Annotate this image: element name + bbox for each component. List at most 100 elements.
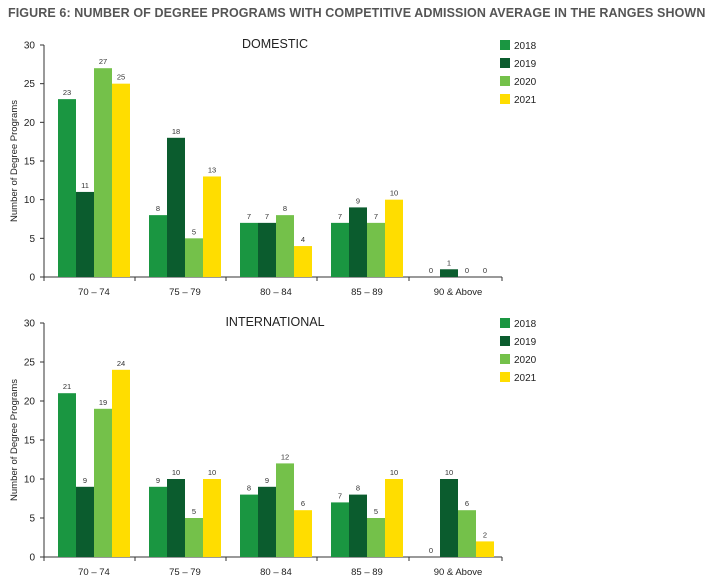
domestic-value-label: 9	[356, 196, 360, 205]
domestic-category-label: 80 – 84	[260, 287, 292, 298]
domestic-value-label: 0	[429, 266, 433, 275]
international-y-tick-label: 0	[29, 553, 35, 564]
international-y-tick-label: 25	[24, 358, 36, 369]
international-bar-2019	[258, 486, 276, 557]
domestic-value-label: 7	[265, 212, 269, 221]
international-value-label: 10	[172, 468, 180, 477]
domestic-bar-2021	[385, 199, 403, 277]
domestic-category-label: 85 – 89	[351, 287, 383, 298]
international-bar-2021	[112, 369, 130, 557]
international-value-label: 9	[83, 476, 87, 485]
domestic-bar-2018	[149, 215, 167, 277]
international-bar-2020	[458, 510, 476, 557]
international-value-label: 6	[465, 499, 469, 508]
domestic-legend-swatch-2020	[500, 76, 510, 86]
domestic-category-label: 90 & Above	[434, 287, 483, 298]
domestic-bar-2021	[294, 246, 312, 277]
domestic-value-label: 8	[283, 204, 287, 213]
international-bar-2021	[294, 510, 312, 557]
domestic-value-label: 4	[301, 235, 305, 244]
domestic-y-tick-label: 30	[24, 41, 36, 52]
international-category-label: 70 – 74	[78, 567, 110, 575]
domestic-bar-2020	[94, 68, 112, 277]
international-category-label: 85 – 89	[351, 567, 383, 575]
domestic-value-label: 11	[81, 181, 89, 190]
domestic-y-tick-label: 10	[24, 195, 36, 206]
international-value-label: 6	[301, 499, 305, 508]
international-legend-swatch-2020	[500, 354, 510, 364]
international-y-tick-label: 20	[24, 397, 36, 408]
domestic-bar-2021	[203, 176, 221, 277]
international-bar-2021	[203, 479, 221, 557]
domestic-bar-2018	[58, 99, 76, 277]
domestic-bar-2020	[367, 222, 385, 277]
international-value-label: 10	[445, 468, 453, 477]
international-bar-2020	[276, 463, 294, 557]
domestic-legend-label: 2019	[514, 59, 537, 70]
international-value-label: 7	[338, 491, 342, 500]
international-bar-2021	[385, 479, 403, 557]
international-category-label: 90 & Above	[434, 567, 483, 575]
domestic-legend-label: 2018	[514, 41, 537, 52]
domestic-category-label: 70 – 74	[78, 287, 110, 298]
international-value-label: 8	[356, 484, 360, 493]
international-value-label: 24	[117, 359, 125, 368]
domestic-value-label: 1	[447, 258, 451, 267]
international-category-label: 75 – 79	[169, 567, 201, 575]
domestic-value-label: 18	[172, 127, 180, 136]
domestic-value-label: 7	[374, 212, 378, 221]
domestic-value-label: 5	[192, 227, 196, 236]
domestic-bar-2019	[440, 269, 458, 277]
international-bar-2018	[58, 393, 76, 557]
international-y-tick-label: 30	[24, 319, 36, 330]
domestic-bar-2020	[276, 215, 294, 277]
international-value-label: 12	[281, 452, 289, 461]
domestic-bar-2018	[240, 222, 258, 277]
domestic-value-label: 8	[156, 204, 160, 213]
international-legend-label: 2018	[514, 319, 537, 330]
international-bar-2021	[476, 541, 494, 557]
international-value-label: 10	[208, 468, 216, 477]
international-y-tick-label: 5	[29, 514, 35, 525]
international-value-label: 21	[63, 382, 71, 391]
domestic-value-label: 27	[99, 57, 107, 66]
international-value-label: 5	[374, 507, 378, 516]
domestic-bar-2019	[349, 207, 367, 277]
international-bar-2018	[331, 502, 349, 557]
domestic-bar-2021	[112, 83, 130, 278]
domestic-bar-2020	[185, 238, 203, 277]
domestic-value-label: 23	[63, 88, 71, 97]
domestic-y-tick-label: 20	[24, 118, 36, 129]
domestic-y-tick-label: 0	[29, 273, 35, 284]
international-y-tick-label: 10	[24, 475, 36, 486]
international-value-label: 9	[265, 476, 269, 485]
international-legend-label: 2019	[514, 337, 537, 348]
domestic-bar-2019	[258, 222, 276, 277]
domestic-y-tick-label: 5	[29, 234, 35, 245]
domestic-value-label: 25	[117, 73, 125, 82]
international-bar-2020	[94, 408, 112, 557]
domestic-value-label: 10	[390, 189, 398, 198]
international-legend-label: 2020	[514, 355, 537, 366]
domestic-value-label: 0	[483, 266, 487, 275]
international-bar-2020	[367, 518, 385, 557]
international-value-label: 10	[390, 468, 398, 477]
domestic-legend-swatch-2021	[500, 94, 510, 104]
domestic-legend-label: 2020	[514, 77, 537, 88]
domestic-value-label: 13	[208, 165, 216, 174]
domestic-legend-label: 2021	[514, 95, 537, 106]
international-legend-swatch-2018	[500, 318, 510, 328]
international-legend-swatch-2021	[500, 372, 510, 382]
domestic-y-tick-label: 25	[24, 79, 36, 90]
domestic-bar-2019	[167, 137, 185, 277]
international-value-label: 9	[156, 476, 160, 485]
international-bar-2019	[76, 486, 94, 557]
international-category-label: 80 – 84	[260, 567, 292, 575]
international-bar-2018	[149, 486, 167, 557]
domestic-value-label: 7	[247, 212, 251, 221]
international-bar-2018	[240, 494, 258, 557]
domestic-y-axis-label: Number of Degree Programs	[9, 100, 20, 222]
international-panel-title: INTERNATIONAL	[225, 315, 324, 329]
international-bar-2019	[440, 479, 458, 557]
